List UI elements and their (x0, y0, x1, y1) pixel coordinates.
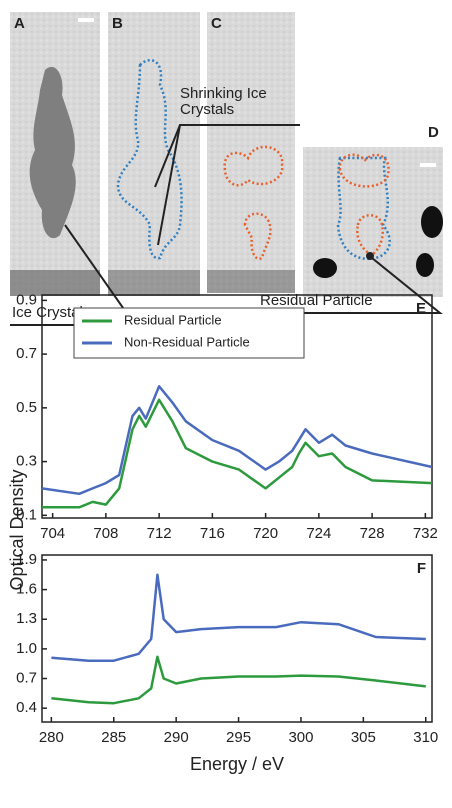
y-tick-label: 1.6 (16, 581, 37, 598)
y-tick-label: 0.9 (16, 291, 37, 308)
y-tick-label: 1.0 (16, 640, 37, 657)
y-tick-label: 0.7 (16, 345, 37, 362)
plot-frame (41, 294, 433, 519)
x-tick-label: 290 (164, 729, 189, 746)
x-axis-label: Energy / eV (190, 754, 284, 774)
image-panel-a (10, 12, 100, 296)
x-tick-label: 704 (40, 525, 65, 542)
y-tick-label: 0.5 (16, 399, 37, 416)
x-tick-label: 708 (93, 525, 118, 542)
x-tick-label: 728 (360, 525, 385, 542)
panel-label: E (416, 300, 426, 317)
x-tick-label: 295 (226, 729, 251, 746)
image-panel-d (303, 147, 443, 297)
y-tick-label: 0.7 (16, 669, 37, 686)
image-panel-c (207, 12, 295, 293)
x-tick-label: 310 (413, 729, 438, 746)
x-tick-label: 716 (200, 525, 225, 542)
y-axis-label: Optical Density (7, 469, 27, 590)
data-line (42, 398, 433, 509)
x-tick-label: 285 (101, 729, 126, 746)
y-tick-label: 1.3 (16, 610, 37, 627)
x-tick-label: 720 (253, 525, 278, 542)
panel-label: D (428, 124, 439, 141)
x-tick-label: 712 (147, 525, 172, 542)
annotation-box: Shrinking Ice Crystals (180, 86, 267, 118)
panel-label: A (14, 15, 25, 32)
legend-box (73, 307, 305, 359)
legend-label: Residual Particle (124, 312, 222, 327)
data-line (51, 655, 426, 705)
panel-label: F (417, 560, 426, 577)
data-line (41, 385, 433, 496)
annotation: Shrinking Ice Crystals (180, 86, 267, 118)
x-tick-label: 732 (413, 525, 438, 542)
y-tick-label: 0.3 (16, 453, 37, 470)
x-tick-label: 305 (351, 729, 376, 746)
panel-label: C (211, 15, 222, 32)
y-tick-label: 1.9 (16, 551, 37, 568)
panel-label: B (112, 15, 123, 32)
legend-label: Non-Residual Particle (124, 334, 250, 349)
y-tick-label: 0.1 (16, 506, 37, 523)
annotation: Residual Particle (260, 292, 373, 309)
x-tick-label: 280 (39, 729, 64, 746)
y-tick-label: 0.4 (16, 699, 37, 716)
plot-frame (41, 554, 433, 723)
annotation: Ice Crystal (12, 304, 83, 321)
x-tick-label: 724 (306, 525, 331, 542)
x-tick-label: 300 (288, 729, 313, 746)
image-panel-b (108, 12, 200, 296)
data-line (51, 573, 426, 662)
